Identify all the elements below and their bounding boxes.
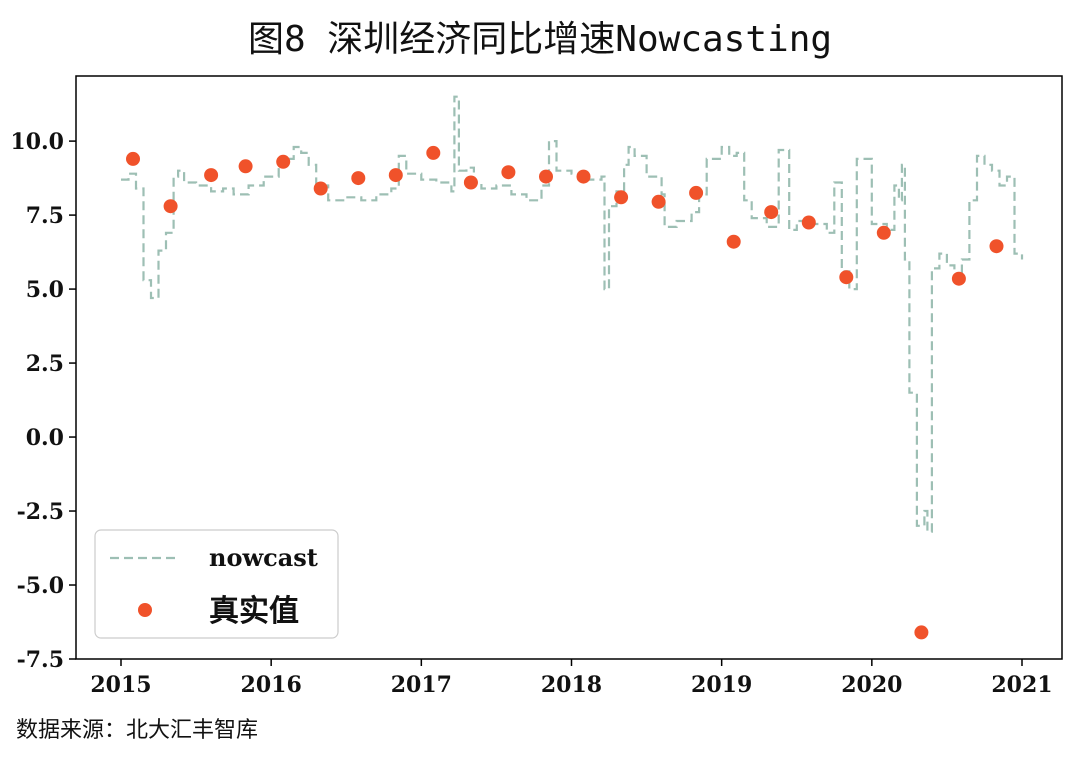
y-tick-label: 7.5 <box>26 203 64 229</box>
x-tick-label: 2021 <box>991 672 1052 698</box>
actual-point <box>839 270 854 285</box>
axes: 2015 2016 2017 2018 2019 2020 2021 -7.5 -5.0 -2.5… <box>10 75 1063 698</box>
actual-point <box>204 168 219 183</box>
legend-nowcast-label: nowcast <box>209 543 318 572</box>
x-tick-label: 2017 <box>391 672 452 698</box>
legend-actual-label: 真实值 <box>209 594 299 629</box>
actual-point <box>764 205 779 220</box>
actual-point <box>388 168 403 183</box>
x-tick-label: 2019 <box>691 672 752 698</box>
actual-point <box>576 169 591 184</box>
y-tick-label: -5.0 <box>17 573 64 599</box>
x-tick-label: 2016 <box>241 672 302 698</box>
source-note: 数据来源：北大汇丰智库 <box>16 718 259 743</box>
actual-point <box>651 194 666 209</box>
actual-point <box>539 169 553 184</box>
plot-area <box>121 95 1024 640</box>
y-tick-label: 2.5 <box>26 351 64 377</box>
actual-point <box>951 271 966 286</box>
x-tick-label: 2018 <box>541 672 602 698</box>
x-tick-label: 2020 <box>841 672 902 698</box>
actual-point <box>914 625 929 640</box>
actual-point <box>126 151 140 166</box>
actual-point <box>163 199 178 214</box>
y-tick-label: -7.5 <box>17 647 64 673</box>
actual-point <box>689 185 704 200</box>
actual-point <box>238 159 253 174</box>
actual-point <box>614 190 629 205</box>
y-tick-label: 0.0 <box>26 425 64 451</box>
y-tick-label: 5.0 <box>26 277 64 303</box>
actual-point <box>726 234 741 249</box>
legend: nowcast 真实值 <box>94 529 339 639</box>
actual-point <box>501 165 516 180</box>
x-tick-label: 2015 <box>90 672 151 698</box>
actual-point <box>351 171 366 186</box>
y-tick-label: 10.0 <box>10 129 64 155</box>
legend-actual-swatch <box>138 603 152 617</box>
chart-title: 图8 深圳经济同比增速Nowcasting <box>247 19 833 60</box>
y-tick-label: -2.5 <box>17 499 64 525</box>
actual-point <box>426 145 441 160</box>
actual-point <box>801 215 816 230</box>
actual-point <box>313 181 328 196</box>
actual-point <box>276 154 291 169</box>
actual-point <box>463 175 478 190</box>
actual-point <box>876 225 891 240</box>
plot-frame <box>75 75 1063 660</box>
nowcast-line <box>121 95 1024 533</box>
actual-point <box>989 239 1004 254</box>
